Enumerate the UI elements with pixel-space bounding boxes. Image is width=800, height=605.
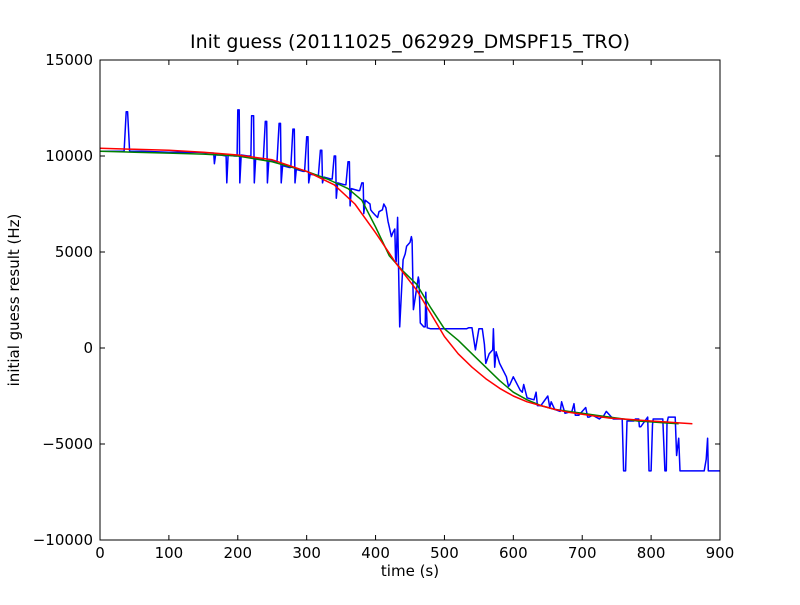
y-tick-label: −10000	[33, 531, 93, 549]
plot-background	[100, 60, 720, 540]
y-tick-label: 0	[83, 339, 93, 357]
series-line-2	[99, 150, 679, 425]
series-line-1	[100, 109, 720, 472]
x-tick-label: 100	[155, 544, 184, 562]
x-tick-label: 700	[568, 544, 597, 562]
plot-frame	[99, 59, 721, 541]
x-tick-label: 200	[223, 544, 252, 562]
x-axis-label: time (s)	[381, 562, 439, 580]
y-axis-ticks: −10000 −5000 0 5000 10000 15000	[33, 51, 720, 549]
x-tick-label: 0	[95, 544, 105, 562]
y-axis-label: initial guess result (Hz)	[5, 214, 23, 387]
x-tick-label: 300	[292, 544, 321, 562]
x-tick-label: 900	[706, 544, 735, 562]
chart-title: Init guess (20111025_062929_DMSPF15_TRO)	[190, 31, 630, 53]
x-tick-label: 800	[637, 544, 666, 562]
x-axis-ticks: 0 100 200 300 400 500 600 700 800 900	[95, 60, 734, 562]
x-tick-label: 500	[430, 544, 459, 562]
plot-area	[99, 59, 721, 541]
series-line-3	[99, 147, 693, 425]
x-tick-label: 400	[361, 544, 390, 562]
y-tick-label: −5000	[42, 435, 93, 453]
x-tick-label: 600	[499, 544, 528, 562]
y-tick-label: 15000	[45, 51, 93, 69]
y-tick-label: 10000	[45, 147, 93, 165]
y-tick-label: 5000	[55, 243, 93, 261]
